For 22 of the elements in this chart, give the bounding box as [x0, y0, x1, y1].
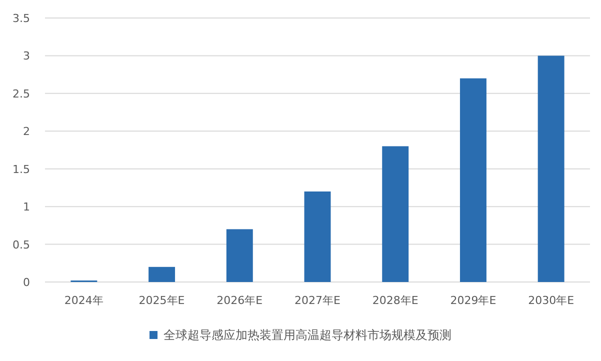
x-tick-label: 2028年E [372, 294, 418, 307]
y-tick-label: 0 [23, 276, 30, 289]
y-tick-label: 1.5 [12, 162, 30, 176]
x-tick-label: 2024年 [64, 294, 104, 307]
x-tick-label: 2030年E [528, 294, 574, 307]
x-tick-label: 2027年E [294, 294, 341, 307]
bar [460, 78, 486, 282]
bar [304, 191, 331, 282]
bar [382, 146, 409, 282]
legend-label: 全球超导感应加热装置用高温超导材料市场规模及预测 [164, 328, 452, 342]
x-tick-label: 2026年E [216, 294, 263, 307]
y-tick-label: 3.5 [12, 12, 30, 25]
x-tick-label: 2025年E [138, 294, 185, 307]
bar [226, 229, 253, 282]
y-tick-label: 1 [23, 200, 30, 214]
y-tick-label: 3 [23, 50, 30, 63]
y-tick-label: 0.5 [12, 238, 30, 252]
x-tick-label: 2029年E [450, 294, 496, 307]
bar [148, 266, 176, 282]
bar [538, 56, 564, 282]
y-tick-label: 2.5 [12, 87, 30, 100]
y-tick-label: 2 [23, 125, 30, 138]
